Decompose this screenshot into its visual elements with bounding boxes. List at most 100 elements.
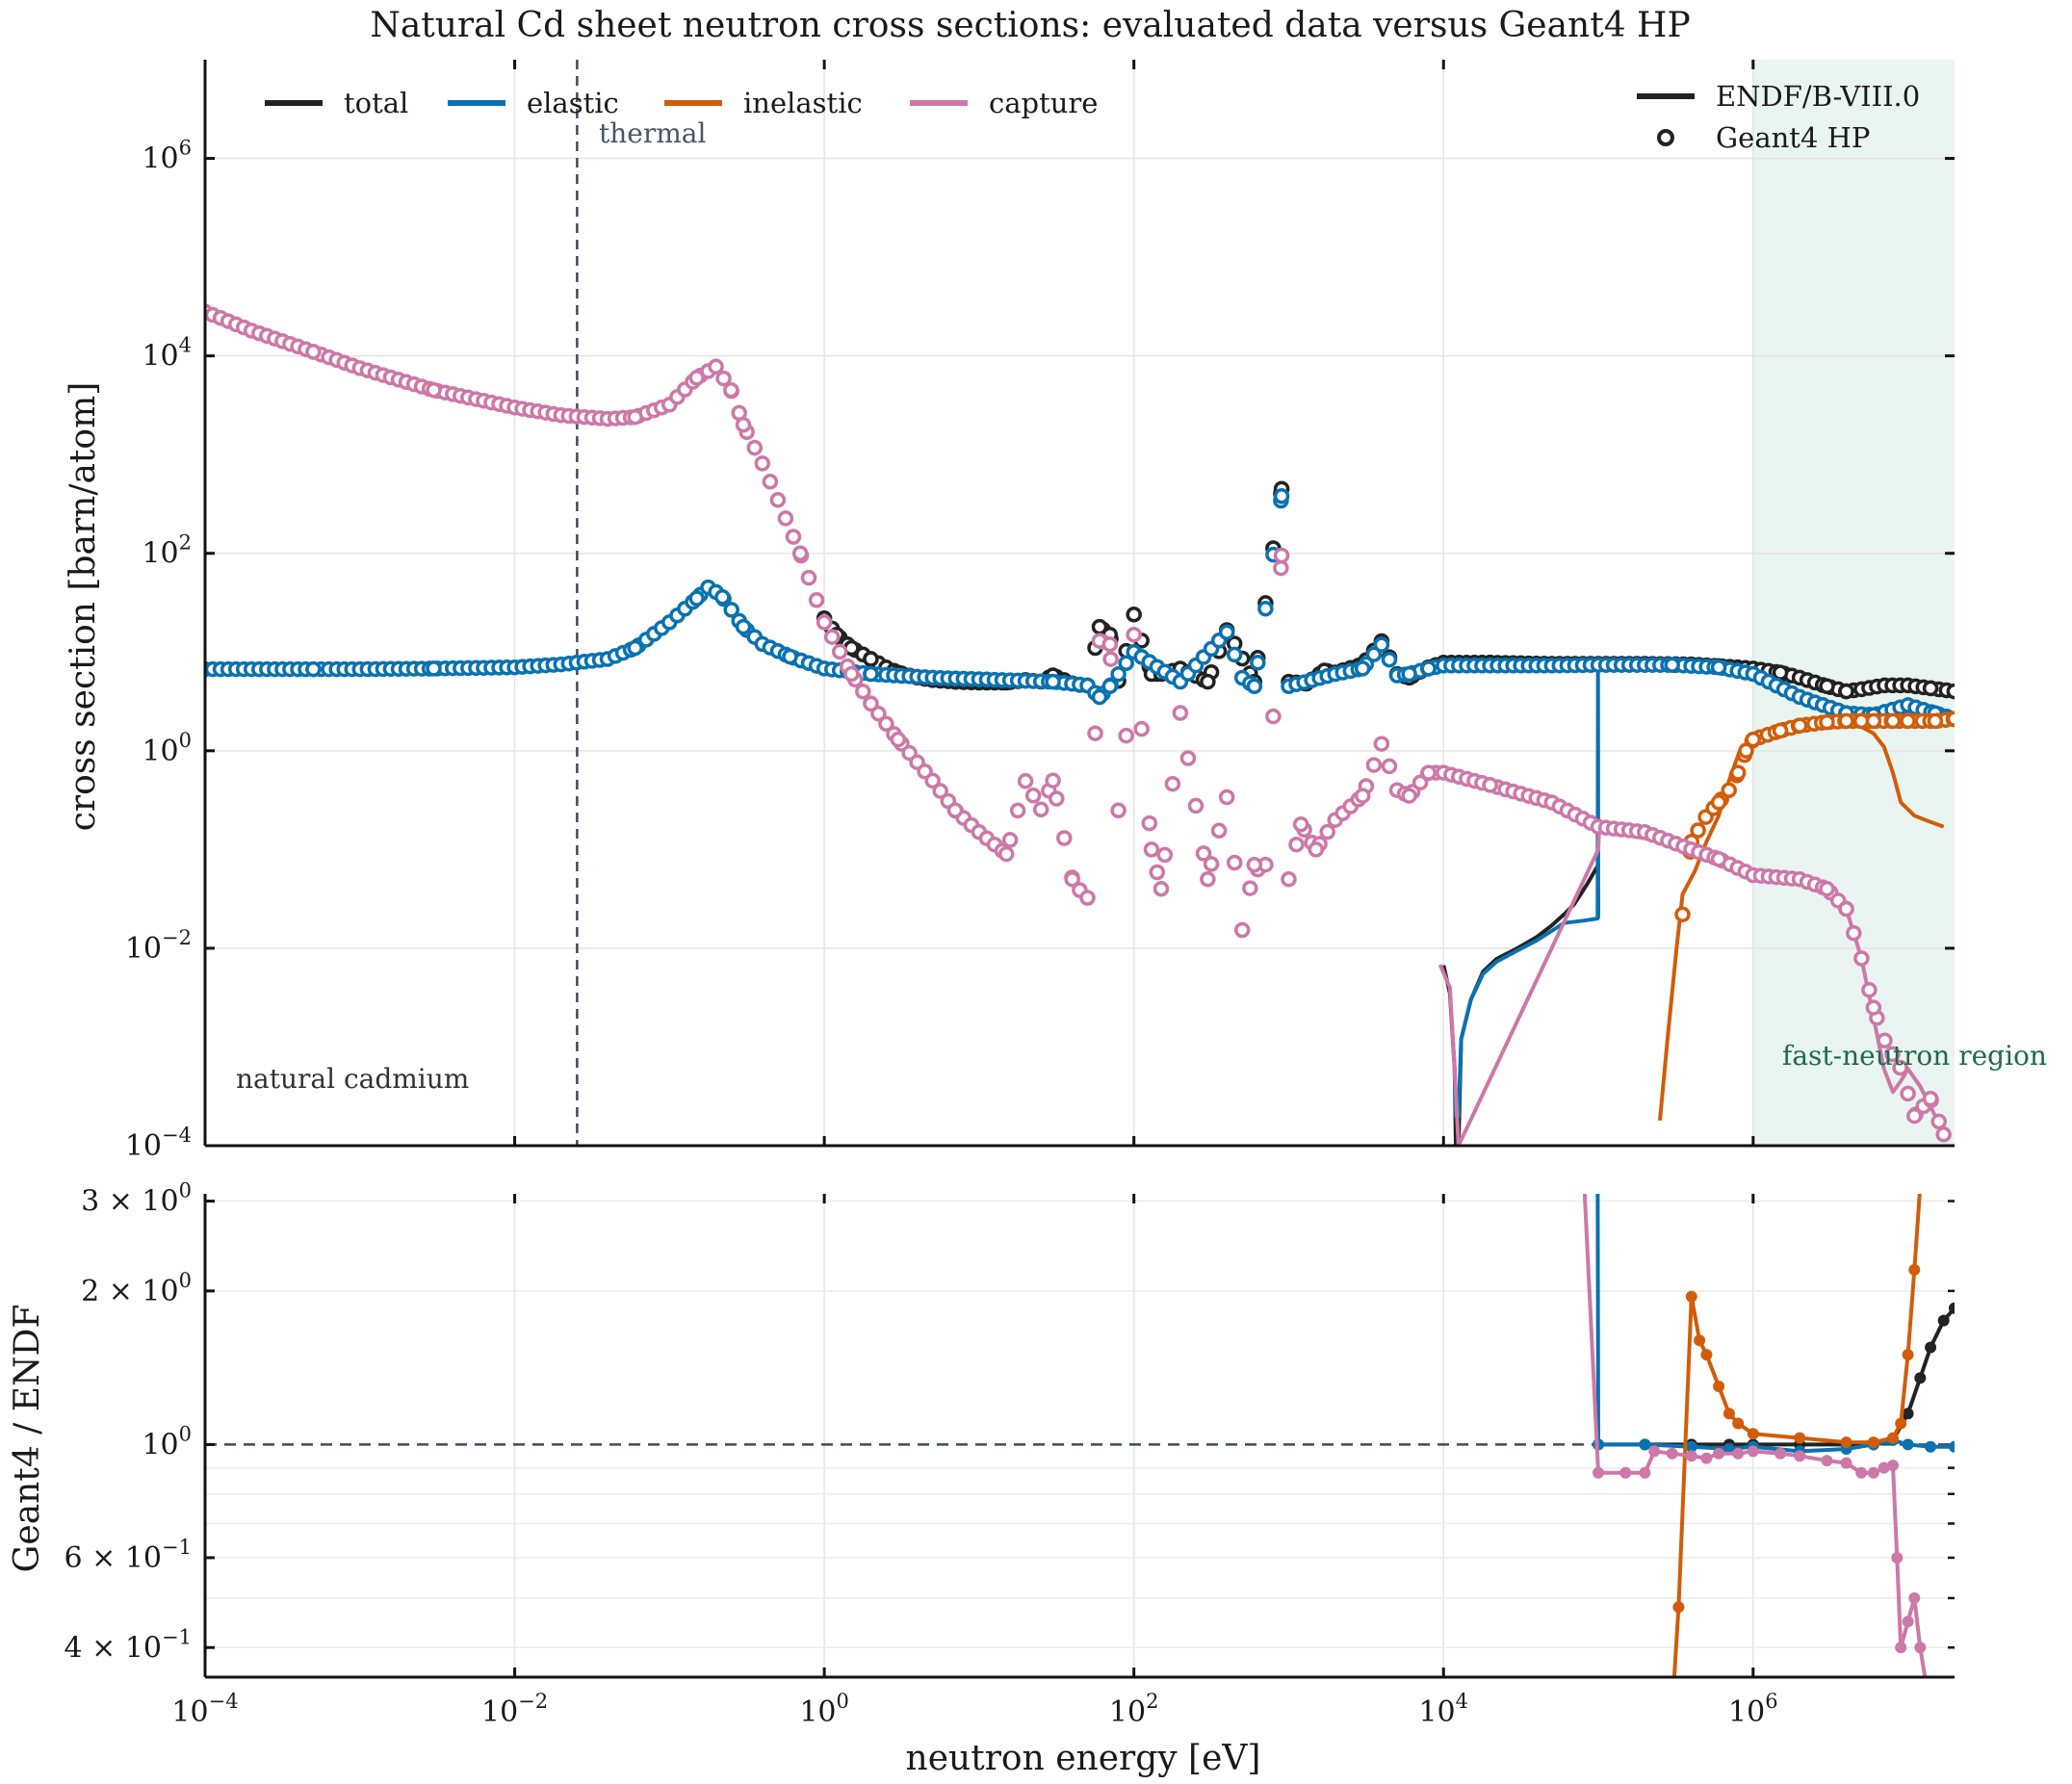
ratio-marker-capture [1902, 1616, 1914, 1628]
ratio-marker-total [1937, 1314, 1950, 1327]
geant4-marker-capture [754, 455, 771, 472]
geant4-marker-capture [777, 510, 794, 527]
axes-layer [203, 60, 1955, 1679]
geant4-marker-capture [1156, 846, 1174, 864]
geant4-marker-capture [1017, 773, 1034, 789]
geant4-marker-capture [1179, 750, 1197, 766]
geant4-marker-capture [1861, 981, 1878, 998]
geant4-marker-capture [1203, 856, 1220, 872]
main-y-tick-label: 104 [142, 334, 192, 374]
geant4-marker-inelastic [1729, 764, 1747, 781]
geant4-marker-total [1772, 664, 1789, 681]
geant4-marker-elastic [1257, 600, 1274, 617]
geant4-marker-capture [932, 783, 948, 799]
geant4-marker-capture [1373, 736, 1390, 752]
geant4-marker-capture [1118, 727, 1134, 744]
ratio-marker-capture [1840, 1457, 1852, 1469]
ratio-marker-elastic [1639, 1438, 1651, 1451]
geant4-marker-inelastic [1690, 822, 1706, 839]
geant4-marker-capture [1922, 1090, 1939, 1107]
fast-region-label: fast-neutron region [1782, 1040, 2047, 1072]
geant4-marker-capture [1288, 836, 1305, 853]
geant4-marker-elastic [1381, 651, 1398, 668]
ratio-marker-capture [1578, 1161, 1590, 1173]
main-plot-area [205, 303, 1955, 1146]
geant4-marker-elastic [1401, 665, 1417, 683]
legend-label-capture: capture [989, 87, 1098, 119]
geant4-marker-capture [800, 569, 817, 586]
ratio-marker-capture [1895, 1642, 1907, 1654]
x-axis-label: neutron energy [eV] [906, 1739, 1261, 1778]
geant4-marker-capture [1853, 950, 1870, 967]
ratio-marker-capture [1774, 1447, 1787, 1460]
geant4-marker-total [1819, 678, 1835, 695]
geant4-marker-elastic [1226, 646, 1243, 663]
ratio-marker-inelastic [1867, 1436, 1879, 1449]
geant4-marker-capture [1819, 880, 1835, 897]
main-y-tick-label: 106 [142, 137, 192, 176]
geant4-marker-inelastic [1674, 906, 1691, 923]
geant4-marker-total [1200, 673, 1216, 690]
main-y-tick-label: 102 [142, 531, 192, 571]
geant4-marker-capture [1884, 1046, 1901, 1063]
ratio-marker-total [1949, 1302, 1955, 1314]
geant4-marker-capture [855, 684, 871, 700]
legend-label-total: total [344, 87, 408, 119]
ratio-line-capture [1582, 1194, 1928, 1677]
geant4-marker-inelastic [1738, 742, 1754, 760]
geant4-marker-elastic [723, 602, 739, 618]
ratio-marker-capture [1685, 1450, 1697, 1462]
geant4-marker-capture [1133, 720, 1150, 737]
geant4-marker-elastic [863, 665, 879, 683]
legend-label-inelastic: inelastic [743, 87, 863, 119]
geant4-marker-capture [1892, 1059, 1908, 1076]
material-label: natural cadmium [236, 1063, 469, 1095]
geant4-marker-capture [426, 381, 442, 399]
geant4-marker-capture [1149, 864, 1166, 881]
geant4-marker-capture [1056, 830, 1073, 846]
main-y-axis-label: cross section [barn/atom] [64, 382, 103, 832]
ratio-marker-capture [1855, 1466, 1868, 1479]
geant4-marker-capture [1292, 815, 1309, 833]
geant4-marker-elastic [1273, 488, 1290, 504]
ratio-marker-inelastic [1667, 1706, 1678, 1718]
geant4-marker-inelastic [1819, 713, 1835, 731]
ratio-plot-area [1578, 1161, 1955, 1718]
geant4-marker-elastic [714, 588, 731, 606]
geant4-marker-capture [1153, 880, 1170, 897]
geant4-marker-capture [1865, 999, 1882, 1016]
ratio-marker-capture [1593, 1466, 1604, 1479]
geant4-marker-elastic [426, 660, 442, 677]
ratio-y-tick-label: 2 × 100 [81, 1269, 192, 1308]
geant4-marker-inelastic [1865, 712, 1882, 730]
geant4-marker-capture [1906, 1107, 1923, 1125]
geant4-marker-capture [1846, 924, 1862, 942]
geant4-marker-capture [1102, 651, 1119, 667]
ratio-marker-capture [1648, 1445, 1661, 1458]
geant4-marker-capture [1365, 757, 1383, 773]
legend-style-label: ENDF/B-VIII.0 [1716, 80, 1920, 113]
geant4-marker-capture [769, 492, 787, 508]
geant4-marker-capture [1045, 772, 1061, 789]
geant4-marker-elastic [1218, 624, 1235, 640]
ratio-marker-capture [1732, 1447, 1745, 1460]
geant4-marker-capture [1087, 725, 1103, 741]
legend-series: total elastic inelastic capture [265, 87, 1098, 119]
geant4-marker-capture [735, 417, 752, 433]
geant4-marker-capture [723, 381, 739, 399]
geant4-marker-capture [1001, 832, 1019, 848]
geant4-marker-capture [878, 715, 894, 733]
geant4-marker-inelastic [1772, 722, 1789, 739]
geant4-marker-capture [1242, 880, 1258, 896]
ratio-marker-inelastic [1908, 1263, 1921, 1276]
geant4-marker-elastic [1250, 655, 1266, 671]
geant4-marker-total [1922, 680, 1939, 697]
geant4-marker-capture [1877, 1032, 1893, 1048]
geant4-marker-capture [1210, 822, 1228, 839]
geant4-marker-elastic [1354, 660, 1371, 677]
geant4-marker-capture [1935, 1126, 1952, 1143]
ratio-marker-capture [1666, 1447, 1678, 1460]
geant4-marker-capture [1218, 789, 1235, 806]
legend-style-circle-swatch [1657, 129, 1674, 146]
